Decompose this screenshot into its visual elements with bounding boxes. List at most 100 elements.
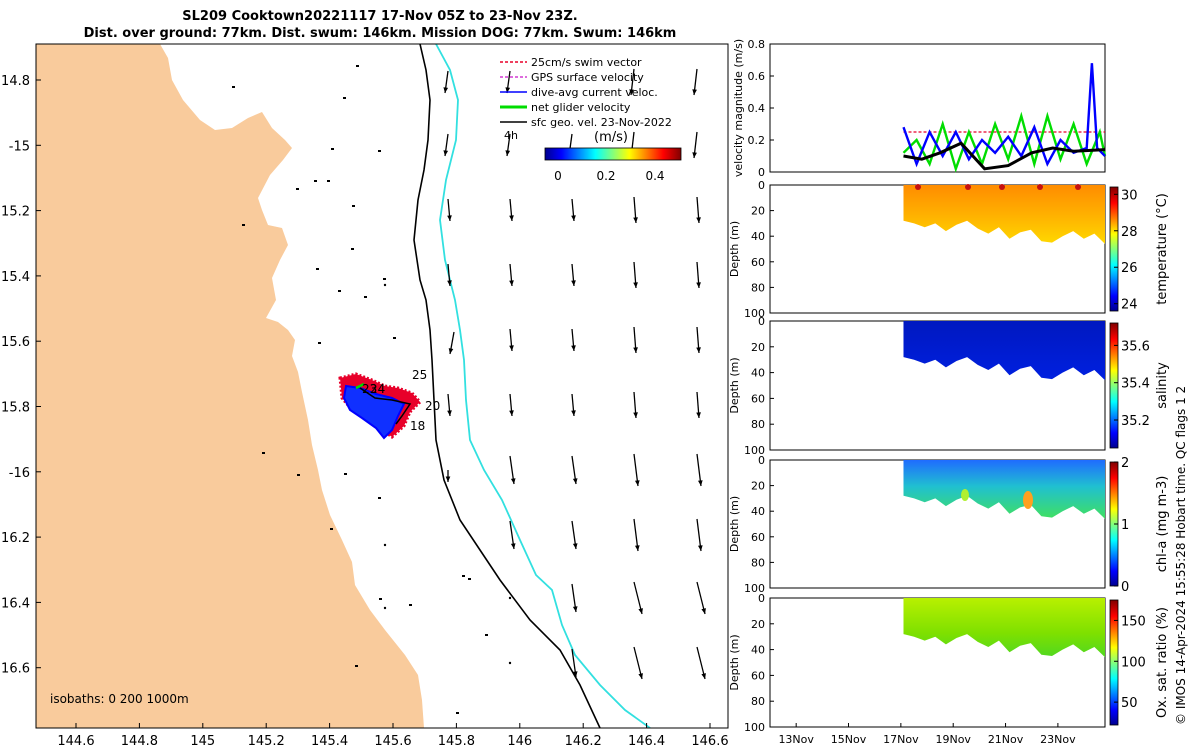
velocity-arrow	[696, 518, 703, 552]
time-x-tick-label: 13Nov	[778, 733, 814, 746]
map-x-axis: 144.6 144.8 145 145.2 145.4 145.6 145.8 146 146.…	[57, 723, 729, 749]
oxygen-y-tick: 20	[751, 618, 765, 631]
velocity-arrow	[571, 648, 578, 678]
temperature-y-tick: 0	[758, 179, 765, 192]
map-y-tick-label: -16	[9, 466, 30, 481]
time-x-tick-label: 23Nov	[1040, 733, 1076, 746]
colorbar-tick-0.2: 0.2	[596, 169, 615, 183]
velocity-arrow	[448, 331, 455, 355]
salinity-colorbar-tick: 35.4	[1121, 377, 1150, 392]
temperature-colorbar	[1109, 186, 1119, 312]
temperature-colorbar-tick: 30	[1121, 188, 1138, 203]
velocity-arrow	[509, 198, 514, 222]
track-label-20: 20	[425, 399, 440, 413]
temperature-hotspot	[1075, 184, 1081, 190]
colorbar-unit: (m/s)	[594, 130, 628, 145]
salinity-colorbar-tick: 35.2	[1121, 414, 1150, 429]
velocity-arrow	[571, 583, 578, 613]
map-y-tick-label: 15.6	[1, 335, 30, 350]
reef-island	[352, 205, 355, 207]
reef-island	[232, 86, 235, 88]
legend-item: 25cm/s swim vector	[500, 56, 642, 69]
velocity-dot	[508, 596, 512, 600]
oxygen-colorbar-tick: 50	[1121, 696, 1138, 711]
legend-label: dive-avg current veloc.	[531, 86, 658, 99]
reef-island	[330, 528, 333, 530]
velocity-arrow	[509, 455, 516, 485]
reef-island	[356, 65, 359, 67]
glider-track	[338, 372, 423, 440]
chl-a-y-tick: 60	[751, 531, 765, 544]
track-labels: 25 24 23 20 18	[362, 368, 440, 433]
legend-item: sfc geo. vel. 23-Nov-2022	[500, 116, 672, 129]
oxygen-y-tick: 80	[751, 695, 765, 708]
salinity-y-tick: 40	[751, 367, 765, 380]
salinity-y-tick: 20	[751, 341, 765, 354]
salinity-y-tick: 0	[758, 315, 765, 328]
chl-peak	[961, 489, 969, 501]
track-line	[359, 387, 412, 425]
oxygen-colorbar-tick: 150	[1121, 614, 1146, 629]
temperature-y-tick: 100	[744, 307, 765, 320]
velocity-arrow	[633, 646, 643, 680]
chl-a-colorbar-tick: 2	[1121, 456, 1129, 471]
map-panel: 144.6 144.8 145 145.2 145.4 145.6 145.8 146 146.…	[1, 43, 729, 749]
velocity-dot	[383, 543, 387, 547]
chl-a-y-tick: 100	[744, 582, 765, 595]
reef-island	[297, 474, 300, 476]
reef-island	[316, 268, 319, 270]
oxygen-data-field	[903, 598, 1105, 658]
land-mass	[36, 44, 424, 728]
reef-island	[378, 497, 381, 499]
velocity-arrow	[571, 328, 576, 352]
velocity-arrow	[696, 326, 701, 354]
reef-island	[409, 604, 412, 606]
velocity-arrow	[633, 581, 643, 615]
oxygen-y-label: Depth (m)	[728, 634, 741, 690]
reef-island	[262, 452, 265, 454]
velocity-arrow	[509, 328, 514, 352]
reef-island	[318, 342, 321, 344]
map-x-tick-label: 146.4	[628, 734, 665, 749]
salinity-y-tick: 80	[751, 418, 765, 431]
velocity-arrow	[633, 391, 638, 419]
salinity-colorbar	[1109, 322, 1119, 449]
velocity-arrow	[447, 263, 452, 287]
legend-label: net glider velocity	[531, 101, 631, 114]
salinity-colorbar-label: salinity	[1155, 362, 1170, 409]
chl-a-colorbar-tick: 1	[1121, 518, 1129, 533]
chl-a-y-tick: 80	[751, 556, 765, 569]
velocity-y-tick: 0.8	[748, 38, 766, 51]
temperature-colorbar-tick: 28	[1121, 225, 1138, 240]
isobath-1000m	[435, 44, 651, 728]
map-x-tick-label: 145.2	[248, 734, 285, 749]
map-x-tick-label: 144.8	[121, 734, 158, 749]
velocity-dot	[383, 606, 387, 610]
reef-island	[296, 188, 299, 190]
temperature-y-tick: 60	[751, 256, 765, 269]
oxygen-y-tick: 0	[758, 592, 765, 605]
chl-a-y-label: Depth (m)	[728, 496, 741, 552]
reef-island	[383, 278, 386, 280]
legend-item: GPS surface velocity	[500, 71, 644, 84]
salinity-y-label: Depth (m)	[728, 357, 741, 413]
velocity-arrow	[692, 68, 698, 96]
time-x-tick-label: 17Nov	[883, 733, 919, 746]
map-x-tick-label: 146.2	[565, 734, 602, 749]
reef-islands	[232, 65, 488, 714]
chl-a-y-tick: 0	[758, 454, 765, 467]
velocity-y-tick: 0.6	[748, 70, 766, 83]
map-x-tick-label: 146.6	[691, 734, 728, 749]
isobaths-label: isobaths: 0 200 1000m	[50, 692, 189, 706]
velocity-arrow	[505, 133, 511, 157]
velocity-arrow	[633, 518, 640, 552]
colorbar-speed	[544, 147, 682, 161]
map-x-tick-label: 145	[190, 734, 215, 749]
salinity-panel: 0 20 40 60 80 100 Depth (m) 35.2 35.4 35.6 salinit…	[728, 315, 1170, 457]
velocity-arrow	[633, 453, 640, 487]
velocity-arrow	[633, 196, 638, 224]
title-line-2: Dist. over ground: 77km. Dist. swum: 146…	[83, 26, 677, 41]
temperature-colorbar-label: temperature (°C)	[1155, 193, 1170, 305]
